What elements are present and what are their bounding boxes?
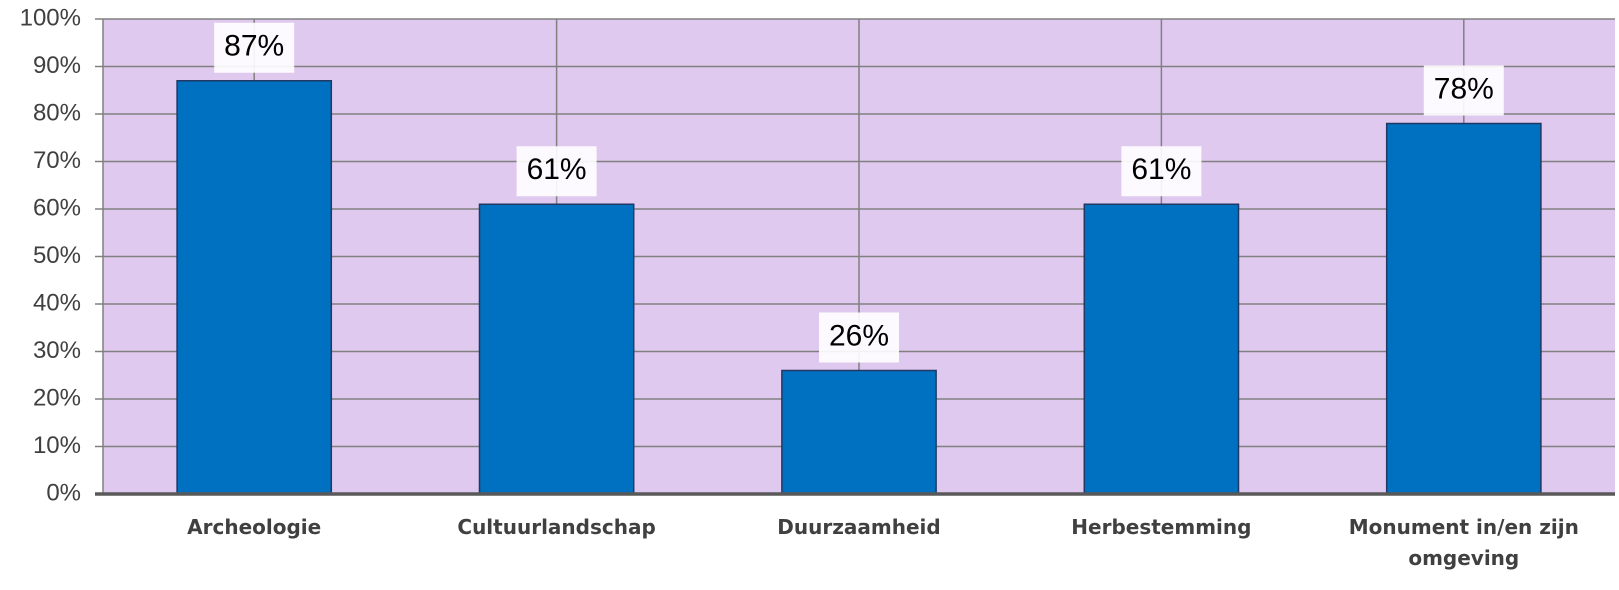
y-tick-label: 20% bbox=[33, 384, 81, 411]
y-tick-label: 60% bbox=[33, 194, 81, 221]
y-tick-label: 0% bbox=[46, 479, 81, 506]
y-tick-label: 90% bbox=[33, 52, 81, 79]
value-label: 87% bbox=[224, 30, 284, 63]
y-tick-label: 70% bbox=[33, 147, 81, 174]
bar bbox=[781, 369, 937, 495]
value-label: 26% bbox=[829, 319, 889, 352]
value-label: 78% bbox=[1434, 72, 1494, 105]
value-label: 61% bbox=[1131, 153, 1191, 186]
y-tick-label: 80% bbox=[33, 99, 81, 126]
x-tick-label: Cultuurlandschap bbox=[457, 515, 656, 539]
value-label-box bbox=[1121, 146, 1202, 197]
value-label-box bbox=[214, 22, 295, 73]
value-label-box bbox=[1423, 65, 1504, 116]
x-tick-label: Herbestemming bbox=[1071, 515, 1252, 539]
value-label-box bbox=[819, 312, 899, 363]
y-tick-label: 100% bbox=[20, 4, 81, 31]
bar bbox=[478, 203, 635, 495]
y-tick-label: 30% bbox=[33, 337, 81, 364]
bar bbox=[176, 80, 333, 495]
bar bbox=[1385, 122, 1542, 495]
bar bbox=[1083, 203, 1240, 495]
value-label-box bbox=[516, 146, 597, 197]
x-tick-label: Archeologie bbox=[187, 515, 322, 539]
y-tick-label: 10% bbox=[33, 432, 81, 459]
x-tick-label: Monument in/en zijn omgeving bbox=[1348, 515, 1579, 570]
value-label: 61% bbox=[527, 153, 587, 186]
x-tick-label: Duurzaamheid bbox=[777, 515, 941, 539]
y-tick-label: 50% bbox=[33, 242, 81, 269]
y-tick-label: 40% bbox=[33, 289, 81, 316]
